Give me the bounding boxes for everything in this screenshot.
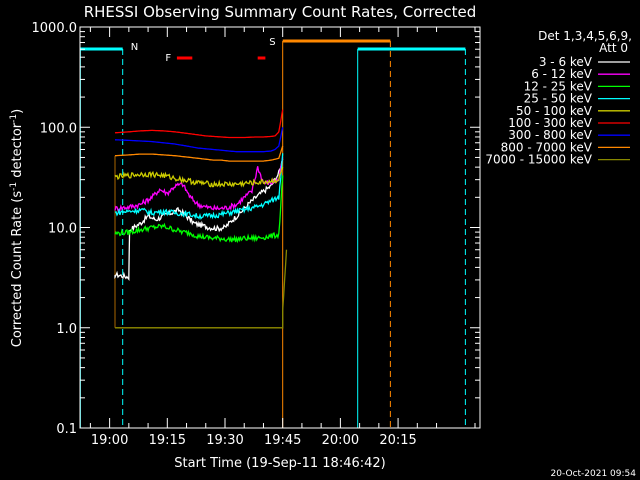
x-axis-label: Start Time (19-Sep-11 18:46:42) [174, 456, 385, 471]
series-line [115, 249, 288, 329]
series-layer [114, 109, 288, 329]
legend-label: 3 - 6 keV [539, 55, 593, 69]
x-tick-label: 19:15 [149, 433, 186, 448]
y-tick-label: 1000.0 [32, 21, 78, 36]
legend-label: 300 - 800 keV [508, 128, 592, 142]
legend-label: 800 - 7000 keV [501, 140, 593, 154]
x-tick-label: 20:15 [379, 433, 416, 448]
series-line [114, 175, 284, 244]
legend-header-line1: Det 1,3,4,5,6,9, [538, 29, 632, 43]
legend-label: 50 - 100 keV [516, 104, 593, 118]
axis-ticks: 19:00 19:15 19:30 19:45 20:00 20:15 0.1 1.0 10.0… [32, 21, 480, 448]
x-tick-label: 20:00 [322, 433, 359, 448]
legend-label: 12 - 25 keV [524, 79, 593, 93]
night-label: N [131, 42, 138, 53]
legend-header-line2: Att 0 [599, 41, 628, 55]
x-tick-label: 19:00 [91, 433, 128, 448]
chart-title: RHESSI Observing Summary Count Rates, Co… [84, 3, 477, 21]
series-line [115, 127, 284, 153]
y-axis-label: Corrected Count Rate (s-1 detector-1) [9, 109, 25, 347]
legend-label: 7000 - 15000 keV [485, 153, 592, 167]
y-tick-label: 100.0 [40, 121, 77, 136]
series-line [114, 157, 284, 212]
footer-timestamp: 20-Oct-2021 09:54 [551, 469, 637, 479]
series-line [114, 166, 284, 188]
legend-label: 100 - 300 keV [508, 116, 592, 130]
y-tick-label: 1.0 [56, 322, 77, 337]
series-line [114, 158, 284, 281]
legend-label: 25 - 50 keV [524, 92, 593, 106]
series-line [114, 109, 284, 139]
legend-label: 6 - 12 keV [531, 67, 593, 81]
series-line [114, 153, 284, 220]
saa-label: S [269, 37, 275, 48]
x-tick-label: 19:45 [264, 433, 301, 448]
x-tick-label: 19:30 [206, 433, 243, 448]
y-tick-label: 0.1 [56, 422, 77, 437]
y-tick-label: 10.0 [48, 222, 77, 237]
series-line [115, 145, 284, 162]
flare-label: F [165, 53, 171, 64]
